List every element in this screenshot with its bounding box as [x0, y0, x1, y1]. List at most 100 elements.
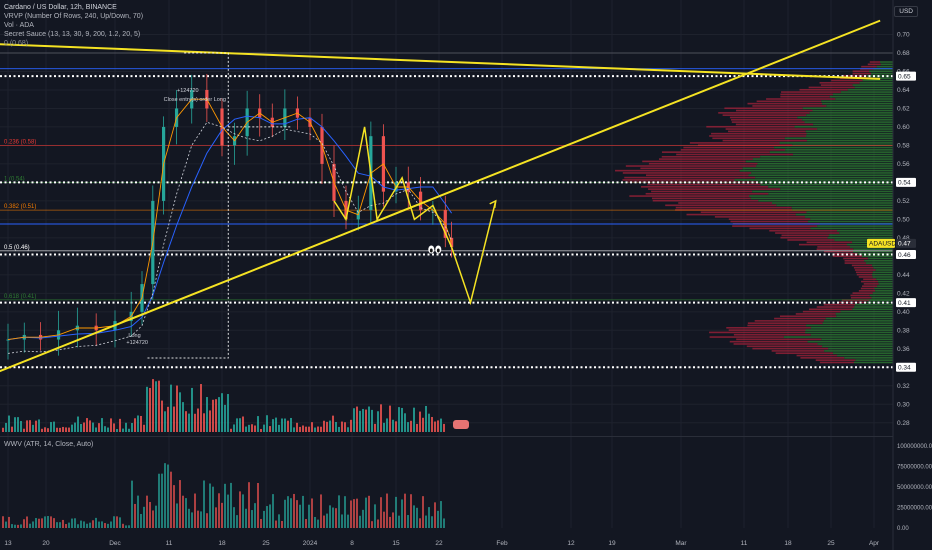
wwv-indicator-label[interactable]: WWV (ATR, 14, Close, Auto) — [4, 441, 94, 448]
profile-row-up — [785, 149, 893, 151]
wwv-bar — [149, 501, 151, 528]
volume-bar — [311, 422, 313, 432]
wwv-bar — [263, 510, 265, 528]
volume-bar — [158, 380, 160, 432]
wwv-bar — [242, 494, 244, 528]
profile-row-up — [739, 169, 893, 172]
profile-row-up — [810, 327, 893, 329]
profile-row-down — [806, 241, 853, 244]
wwv-bar — [47, 516, 49, 528]
wwv-bar — [215, 507, 217, 528]
volume-bar — [281, 418, 283, 432]
secret-sauce-indicator-label[interactable]: Secret Sauce (13, 13, 30, 9, 200, 1.2, 2… — [4, 31, 141, 38]
volume-bar — [131, 422, 133, 432]
profile-row-down — [735, 123, 814, 126]
volume-bar — [308, 426, 310, 432]
profile-row-up — [872, 273, 893, 276]
volume-bar — [245, 426, 247, 432]
profile-row-down — [860, 287, 875, 290]
volume-bar — [416, 423, 418, 432]
wwv-bar — [308, 504, 310, 528]
wwv-bar — [236, 515, 238, 528]
wwv-bar — [11, 524, 13, 528]
volume-bar — [260, 428, 262, 432]
profile-row-down — [854, 269, 876, 271]
price-tick-label: 0.70 — [897, 31, 910, 38]
profile-row-up — [771, 202, 893, 204]
profile-row-up — [784, 137, 893, 140]
profile-row-up — [859, 82, 893, 84]
wwv-bar — [293, 493, 295, 528]
volume-bar — [122, 428, 124, 432]
profile-row-down — [728, 218, 811, 220]
wwv-bar — [398, 515, 400, 528]
price-tick-label: 0.28 — [897, 420, 910, 427]
price-tick-label: 0.62 — [897, 105, 910, 112]
profile-row-up — [826, 105, 893, 107]
profile-row-down — [862, 285, 878, 287]
wwv-bar — [356, 498, 358, 528]
profile-row-up — [805, 130, 893, 133]
profile-row-down — [728, 329, 806, 331]
profile-row-up — [875, 290, 893, 292]
time-tick-label: 12 — [567, 540, 575, 547]
wwv-bar — [35, 518, 37, 528]
wwv-bar — [401, 499, 403, 528]
profile-row-down — [709, 135, 807, 137]
volume-indicator-label[interactable]: Vol · ADA — [4, 22, 34, 29]
volume-bar — [152, 379, 154, 432]
volume-bar — [287, 420, 289, 432]
profile-row-up — [734, 179, 893, 181]
wwv-bar — [428, 507, 430, 528]
symbol-title[interactable]: Cardano / US Dollar, 12h, BINANCE — [4, 4, 117, 11]
volume-bar — [116, 428, 118, 432]
profile-row-down — [624, 176, 756, 179]
profile-row-down — [714, 216, 805, 218]
profile-row-down — [809, 308, 853, 311]
volume-bar — [236, 418, 238, 432]
profile-row-up — [792, 153, 893, 156]
volume-bar — [353, 408, 355, 432]
volume-bar — [272, 419, 274, 432]
wwv-tick-label: 75000000.00 — [897, 465, 932, 471]
profile-row-up — [869, 294, 893, 297]
profile-row-down — [842, 75, 867, 77]
volume-bar — [110, 418, 112, 432]
profile-row-up — [854, 306, 893, 308]
profile-row-down — [861, 280, 878, 283]
profile-row-up — [836, 354, 893, 357]
profile-row-up — [852, 250, 893, 253]
profile-row-down — [733, 343, 818, 345]
volume-bar — [137, 415, 139, 432]
currency-badge[interactable]: USD — [894, 6, 918, 17]
wwv-bar — [68, 522, 70, 528]
volume-bar — [125, 422, 127, 432]
time-tick-label: Dec — [109, 540, 121, 547]
time-tick-label: 22 — [435, 540, 443, 547]
chart-badge-icon — [453, 420, 469, 429]
volume-bar — [278, 424, 280, 432]
profile-row-up — [862, 79, 893, 82]
profile-row-up — [866, 301, 893, 304]
volume-bar — [50, 422, 52, 432]
profile-row-up — [835, 313, 893, 315]
wwv-bar — [32, 521, 34, 528]
wwv-bar — [251, 510, 253, 528]
volume-bar — [5, 422, 7, 432]
profile-row-down — [824, 250, 853, 253]
profile-row-up — [861, 255, 893, 257]
volume-bar — [296, 422, 298, 432]
profile-row-up — [779, 142, 893, 144]
vrvp-indicator-label[interactable]: VRVP (Number Of Rows, 240, Up/Down, 70) — [4, 13, 144, 20]
volume-bar — [218, 397, 220, 432]
profile-row-up — [810, 333, 893, 336]
pane-separator[interactable] — [0, 436, 893, 437]
profile-row-down — [615, 169, 740, 172]
volume-bar — [83, 422, 85, 432]
profile-row-down — [844, 259, 865, 262]
wwv-bar — [128, 525, 130, 528]
wwv-bar — [257, 482, 259, 528]
wwv-bar — [302, 495, 304, 528]
